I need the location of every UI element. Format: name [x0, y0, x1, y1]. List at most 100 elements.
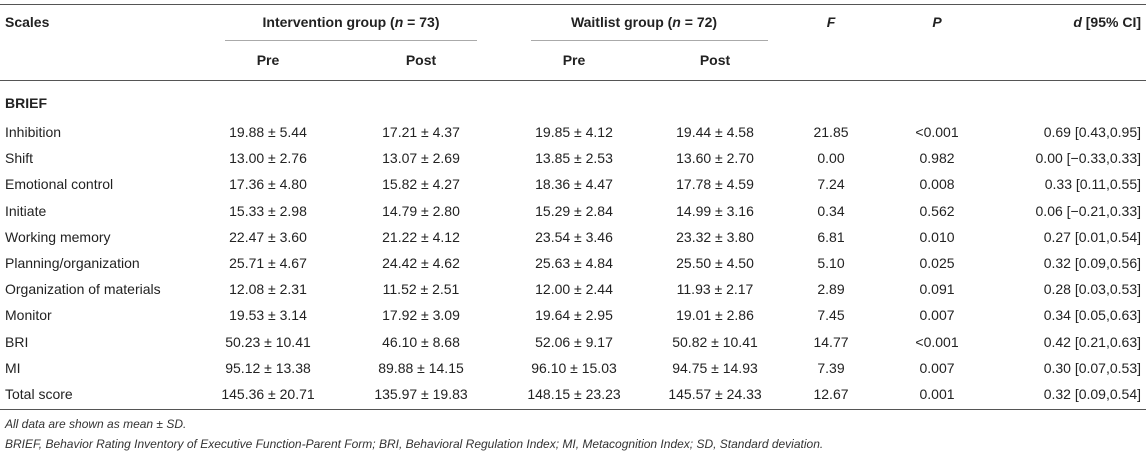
cell-wl-post: 25.50 ± 4.50 [676, 255, 754, 271]
intervention-group-rule [225, 40, 477, 41]
cell-f: 7.45 [817, 307, 845, 323]
cell-d-ci: 0.69 [0.43,0.95] [1043, 124, 1141, 140]
cell-wl-post: 94.75 ± 14.93 [672, 360, 758, 376]
header-intervention-group: Intervention group (n = 73) [262, 14, 440, 30]
cell-wl-pre: 19.85 ± 4.12 [535, 124, 613, 140]
footnote-2: BRIEF, Behavior Rating Inventory of Exec… [5, 437, 824, 451]
cell-f: 7.39 [817, 360, 845, 376]
cell-scale: Emotional control [5, 176, 114, 192]
cell-int-post: 13.07 ± 2.69 [382, 150, 460, 166]
header-f: F [826, 14, 836, 30]
cell-d-ci: 0.34 [0.05,0.63] [1043, 307, 1141, 323]
cell-int-pre: 19.88 ± 5.44 [229, 124, 307, 140]
cell-int-post: 21.22 ± 4.12 [382, 229, 460, 245]
cell-f: 12.67 [813, 386, 849, 402]
cell-scale: Working memory [5, 229, 111, 245]
cell-p: 0.091 [919, 281, 955, 297]
cell-wl-pre: 96.10 ± 15.03 [531, 360, 617, 376]
cell-int-post: 24.42 ± 4.62 [382, 255, 460, 271]
cell-wl-post: 13.60 ± 2.70 [676, 150, 754, 166]
cell-int-post: 11.52 ± 2.51 [382, 281, 460, 297]
header-bottom-rule [0, 80, 1146, 81]
cell-wl-post: 23.32 ± 3.80 [676, 229, 754, 245]
cell-d-ci: 0.00 [−0.33,0.33] [1035, 150, 1141, 166]
cell-f: 7.24 [817, 176, 845, 192]
waitlist-group-rule [531, 40, 768, 41]
cell-int-pre: 12.08 ± 2.31 [229, 281, 307, 297]
cell-p: <0.001 [915, 124, 959, 140]
cell-wl-pre: 23.54 ± 3.46 [535, 229, 613, 245]
cell-wl-post: 17.78 ± 4.59 [676, 176, 754, 192]
header-int-pre: Pre [256, 52, 280, 68]
cell-wl-post: 11.93 ± 2.17 [676, 281, 754, 297]
cell-scale: Planning/organization [5, 255, 140, 271]
cell-wl-post: 145.57 ± 24.33 [668, 386, 762, 402]
cell-d-ci: 0.28 [0.03,0.53] [1043, 281, 1141, 297]
cell-p: 0.007 [919, 360, 955, 376]
cell-scale: Shift [5, 150, 34, 166]
header-d: d [95% CI] [1073, 14, 1141, 30]
cell-d-ci: 0.06 [−0.21,0.33] [1035, 203, 1141, 219]
section-label: BRIEF [5, 95, 47, 111]
cell-d-ci: 0.33 [0.11,0.55] [1044, 176, 1141, 192]
cell-wl-pre: 52.06 ± 9.17 [535, 334, 613, 350]
cell-d-ci: 0.32 [0.09,0.56] [1043, 255, 1141, 271]
cell-int-pre: 22.47 ± 3.60 [229, 229, 307, 245]
cell-d-ci: 0.27 [0.01,0.54] [1043, 229, 1141, 245]
cell-int-pre: 50.23 ± 10.41 [225, 334, 311, 350]
header-wl-pre: Pre [562, 52, 586, 68]
cell-f: 21.85 [813, 124, 849, 140]
cell-scale: MI [5, 360, 21, 376]
cell-wl-pre: 148.15 ± 23.23 [527, 386, 621, 402]
cell-f: 2.89 [817, 281, 845, 297]
cell-int-pre: 19.53 ± 3.14 [229, 307, 307, 323]
cell-p: 0.001 [919, 386, 955, 402]
header-scales: Scales [5, 14, 50, 30]
cell-f: 14.77 [813, 334, 849, 350]
cell-scale: Initiate [5, 203, 47, 219]
cell-p: 0.562 [919, 203, 955, 219]
cell-p: 0.025 [919, 255, 955, 271]
cell-d-ci: 0.32 [0.09,0.54] [1043, 386, 1141, 402]
cell-wl-pre: 25.63 ± 4.84 [535, 255, 613, 271]
cell-scale: BRI [5, 334, 29, 350]
cell-int-pre: 145.36 ± 20.71 [221, 386, 315, 402]
cell-wl-pre: 12.00 ± 2.44 [535, 281, 613, 297]
cell-wl-pre: 18.36 ± 4.47 [535, 176, 613, 192]
table-bottom-rule [0, 409, 1146, 410]
cell-int-pre: 95.12 ± 13.38 [225, 360, 311, 376]
cell-scale: Total score [5, 386, 73, 402]
cell-wl-post: 14.99 ± 3.16 [676, 203, 754, 219]
cell-wl-post: 19.01 ± 2.86 [676, 307, 754, 323]
cell-int-pre: 17.36 ± 4.80 [229, 176, 307, 192]
cell-int-post: 17.92 ± 3.09 [382, 307, 460, 323]
cell-int-post: 15.82 ± 4.27 [382, 176, 460, 192]
cell-f: 0.00 [817, 150, 845, 166]
cell-int-post: 17.21 ± 4.37 [382, 124, 460, 140]
cell-p: 0.982 [919, 150, 955, 166]
cell-p: <0.001 [915, 334, 959, 350]
cell-scale: Organization of materials [5, 281, 161, 297]
cell-wl-post: 19.44 ± 4.58 [676, 124, 754, 140]
cell-int-post: 46.10 ± 8.68 [382, 334, 460, 350]
cell-int-post: 14.79 ± 2.80 [382, 203, 460, 219]
cell-d-ci: 0.42 [0.21,0.63] [1043, 334, 1141, 350]
header-int-post: Post [405, 52, 437, 68]
cell-int-post: 89.88 ± 14.15 [378, 360, 464, 376]
cell-int-pre: 25.71 ± 4.67 [229, 255, 307, 271]
cell-p: 0.007 [919, 307, 955, 323]
cell-p: 0.010 [919, 229, 955, 245]
cell-f: 6.81 [817, 229, 845, 245]
header-wl-post: Post [699, 52, 731, 68]
cell-d-ci: 0.30 [0.07,0.53] [1043, 360, 1141, 376]
cell-wl-pre: 15.29 ± 2.84 [535, 203, 613, 219]
cell-wl-pre: 19.64 ± 2.95 [535, 307, 613, 323]
cell-scale: Inhibition [5, 124, 62, 140]
cell-f: 0.34 [817, 203, 845, 219]
cell-wl-post: 50.82 ± 10.41 [672, 334, 758, 350]
table-top-rule [0, 4, 1146, 5]
cell-int-pre: 13.00 ± 2.76 [229, 150, 307, 166]
footnote-1: All data are shown as mean ± SD. [5, 417, 187, 431]
cell-wl-pre: 13.85 ± 2.53 [535, 150, 613, 166]
